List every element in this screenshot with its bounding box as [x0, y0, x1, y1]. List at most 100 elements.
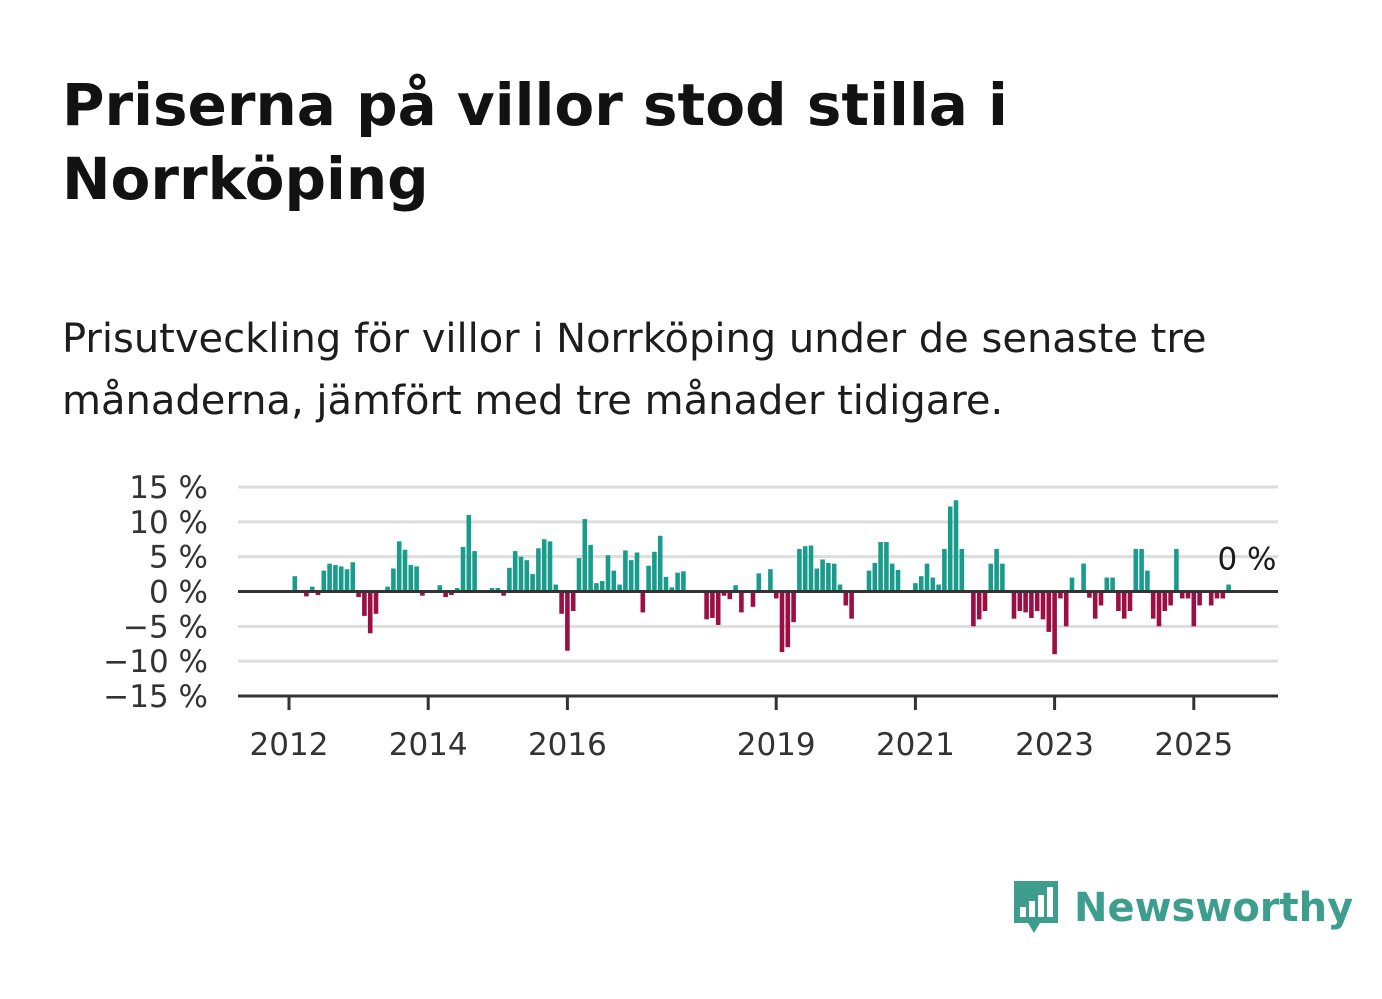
bar	[1104, 577, 1110, 592]
bar	[646, 565, 651, 592]
bar	[953, 500, 959, 592]
bar	[988, 563, 994, 592]
bar	[321, 570, 327, 592]
bar	[449, 591, 454, 595]
bar	[1162, 591, 1168, 612]
x-tick-label: 2023	[1015, 727, 1094, 763]
x-tick-label: 2021	[876, 727, 955, 763]
bar	[681, 571, 686, 592]
grid-lines	[238, 485, 1278, 663]
bar	[1174, 549, 1179, 592]
bar	[634, 552, 640, 592]
bar	[356, 591, 361, 598]
bar	[582, 519, 588, 592]
bar	[565, 591, 570, 651]
x-tick-label: 2012	[250, 727, 329, 763]
bar	[617, 584, 622, 592]
bar	[814, 568, 820, 592]
bar	[1168, 591, 1173, 606]
bar	[768, 569, 773, 592]
bar	[727, 591, 733, 600]
bar	[570, 591, 576, 612]
y-tick-label: 5 %	[149, 540, 208, 576]
bar	[1185, 591, 1191, 599]
bar	[913, 583, 918, 592]
bar	[947, 506, 953, 592]
bar	[872, 562, 878, 592]
bar	[756, 573, 762, 592]
bar	[414, 566, 419, 592]
bar	[408, 565, 414, 592]
bar	[437, 585, 443, 592]
bar	[344, 569, 350, 592]
brand-name: Newsworthy	[1074, 885, 1354, 931]
bar	[669, 587, 675, 592]
bar	[843, 591, 849, 606]
bar-series	[292, 500, 1231, 655]
x-tick-label: 2014	[389, 727, 468, 763]
bar	[495, 588, 501, 592]
x-tick-label: 2016	[528, 727, 607, 763]
bar	[866, 570, 872, 592]
bar	[773, 591, 779, 599]
bar	[878, 542, 883, 592]
bar	[1034, 591, 1040, 612]
bar	[315, 591, 321, 595]
price-change-bar-chart: 15 %10 %5 %0 %−5 %−10 %−15 %2012 2014 2016…	[103, 470, 1278, 763]
bar	[1023, 591, 1028, 613]
bar	[304, 591, 309, 597]
latest-value-annotation: 0 %	[1217, 542, 1276, 578]
bar	[338, 566, 344, 592]
bar	[663, 576, 669, 592]
bar	[1150, 591, 1156, 619]
bar	[820, 559, 825, 592]
bar	[918, 576, 924, 592]
bar	[333, 565, 338, 592]
bar	[1040, 591, 1046, 620]
bar	[1092, 591, 1098, 619]
bar	[327, 563, 332, 592]
bar	[785, 591, 791, 648]
bar	[675, 572, 680, 592]
bar	[420, 591, 425, 596]
bar	[1087, 591, 1092, 598]
bar	[489, 588, 495, 592]
bar	[541, 539, 547, 592]
bar	[1000, 563, 1005, 592]
bar	[1139, 549, 1144, 592]
bar	[309, 586, 315, 592]
bar	[930, 577, 936, 592]
bar	[1127, 591, 1133, 612]
bar	[704, 591, 709, 620]
bar	[936, 584, 941, 592]
bar	[889, 563, 895, 592]
bar	[739, 591, 744, 613]
bar	[588, 544, 593, 592]
bar	[1197, 591, 1202, 606]
bar	[501, 591, 506, 596]
bar	[402, 549, 408, 592]
bar	[507, 567, 512, 592]
y-tick-label: −15 %	[103, 679, 208, 715]
bar	[657, 535, 663, 592]
bar	[895, 569, 901, 592]
bar	[594, 583, 599, 592]
bar	[1017, 591, 1023, 612]
bar	[1063, 591, 1069, 627]
bar	[1226, 584, 1231, 592]
bar	[559, 591, 564, 614]
bar	[1208, 591, 1214, 606]
bar	[292, 576, 298, 592]
bar	[802, 546, 808, 592]
bar	[396, 541, 402, 592]
bar	[350, 562, 356, 592]
bar	[362, 591, 367, 616]
bar	[808, 545, 814, 592]
bar	[779, 591, 785, 653]
bar	[831, 563, 837, 592]
y-tick-label: 10 %	[129, 505, 208, 541]
bar	[942, 549, 947, 592]
bar	[1046, 591, 1052, 632]
y-tick-label: −5 %	[123, 609, 208, 645]
tick-labels: 15 %10 %5 %0 %−5 %−10 %−15 %2012 2014 2016…	[103, 470, 1276, 763]
